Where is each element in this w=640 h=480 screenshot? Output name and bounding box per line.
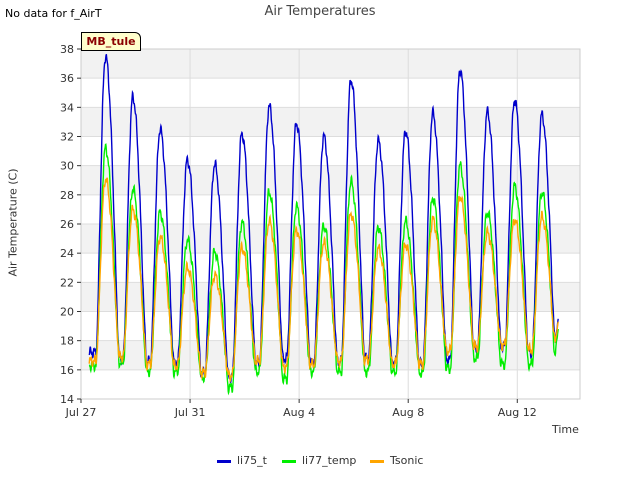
legend: li75_t li77_temp Tsonic [0, 454, 640, 468]
plot-bands [81, 49, 580, 370]
site-badge: MB_tule [81, 32, 141, 51]
x-tick-label: Aug 8 [392, 406, 424, 419]
y-tick-label: 36 [60, 72, 74, 85]
legend-item-li75-t[interactable]: li75_t [217, 454, 267, 468]
y-tick-label: 34 [60, 101, 74, 114]
x-tick-label: Aug 4 [283, 406, 315, 419]
y-tick-label: 16 [60, 364, 74, 377]
y-tick-label: 18 [60, 335, 74, 348]
legend-label-li77-temp: li77_temp [302, 454, 357, 467]
series-lines [88, 53, 559, 396]
y-tick-label: 32 [60, 131, 74, 144]
chart-title: Air Temperatures [264, 4, 376, 19]
legend-item-li77-temp[interactable]: li77_temp [282, 454, 356, 468]
legend-label-tsonic: Tsonic [390, 454, 424, 467]
y-tick-label: 22 [60, 276, 74, 289]
y-tick-label: 38 [60, 43, 74, 56]
y-tick-label: 20 [60, 306, 74, 319]
y-tick-label: 28 [60, 189, 74, 202]
x-tick-label: Jul 31 [174, 406, 206, 419]
y-axis: 14 16 18 20 22 24 26 28 30 32 34 36 38 [60, 43, 81, 406]
legend-swatch-li77-temp [282, 459, 296, 463]
plot-band [81, 107, 580, 137]
x-tick-label: Aug 12 [498, 406, 537, 419]
series-line-li75_t [88, 53, 559, 385]
series-line-Tsonic [88, 177, 559, 384]
plot-band [81, 49, 580, 79]
y-tick-label: 14 [60, 393, 74, 406]
y-tick-label: 30 [60, 160, 74, 173]
y-axis-label: Air Temperature (C) [6, 168, 20, 277]
legend-label-li75-t: li75_t [237, 454, 267, 467]
y-tick-label: 26 [60, 218, 74, 231]
x-axis: Jul 27 Jul 31 Aug 4 Aug 8 Aug 12 [65, 399, 537, 419]
legend-swatch-li75-t [217, 459, 231, 463]
legend-swatch-tsonic [370, 459, 384, 463]
x-axis-label: Time [552, 423, 579, 436]
no-data-note: No data for f_AirT [5, 7, 102, 20]
y-tick-label: 24 [60, 247, 74, 260]
plot-band [81, 340, 580, 370]
legend-item-tsonic[interactable]: Tsonic [370, 454, 423, 468]
x-tick-label: Jul 27 [65, 406, 97, 419]
